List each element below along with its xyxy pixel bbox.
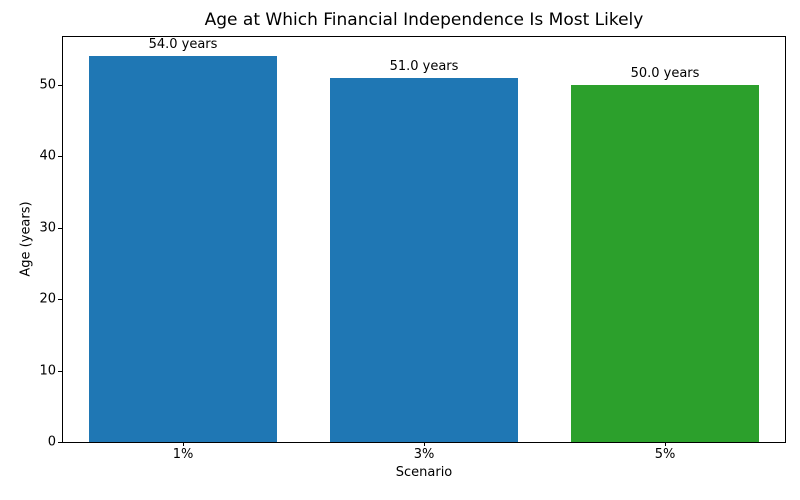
y-tick-mark bbox=[58, 228, 62, 229]
x-tick-mark bbox=[183, 442, 184, 446]
x-tick-mark bbox=[424, 442, 425, 446]
bar-3% bbox=[330, 78, 518, 442]
x-tick-label: 3% bbox=[413, 447, 435, 462]
y-tick-mark bbox=[58, 85, 62, 86]
y-axis-title: Age (years) bbox=[18, 201, 34, 277]
y-tick-mark bbox=[58, 442, 62, 443]
y-tick-label: 30 bbox=[39, 220, 56, 236]
y-tick-label: 40 bbox=[39, 148, 56, 164]
x-tick-mark bbox=[665, 442, 666, 446]
bar-5% bbox=[571, 85, 759, 442]
y-tick-mark bbox=[58, 156, 62, 157]
chart-title: Age at Which Financial Independence Is M… bbox=[204, 10, 644, 30]
y-tick-label: 50 bbox=[39, 77, 56, 93]
y-tick-label: 20 bbox=[39, 291, 56, 307]
y-tick-mark bbox=[58, 299, 62, 300]
plot-area: 54.0 years 51.0 years 50.0 years bbox=[62, 36, 786, 443]
bar-1% bbox=[89, 56, 277, 442]
y-tick-label: 0 bbox=[47, 434, 56, 450]
bar-value-label: 54.0 years bbox=[148, 37, 218, 52]
x-tick-label: 1% bbox=[172, 447, 194, 462]
bar-value-label: 50.0 years bbox=[630, 66, 700, 81]
x-axis-title: Scenario bbox=[395, 465, 453, 480]
y-tick-mark bbox=[58, 371, 62, 372]
bar-value-label: 51.0 years bbox=[389, 59, 459, 74]
y-tick-label: 10 bbox=[39, 363, 56, 379]
x-tick-label: 5% bbox=[654, 447, 676, 462]
